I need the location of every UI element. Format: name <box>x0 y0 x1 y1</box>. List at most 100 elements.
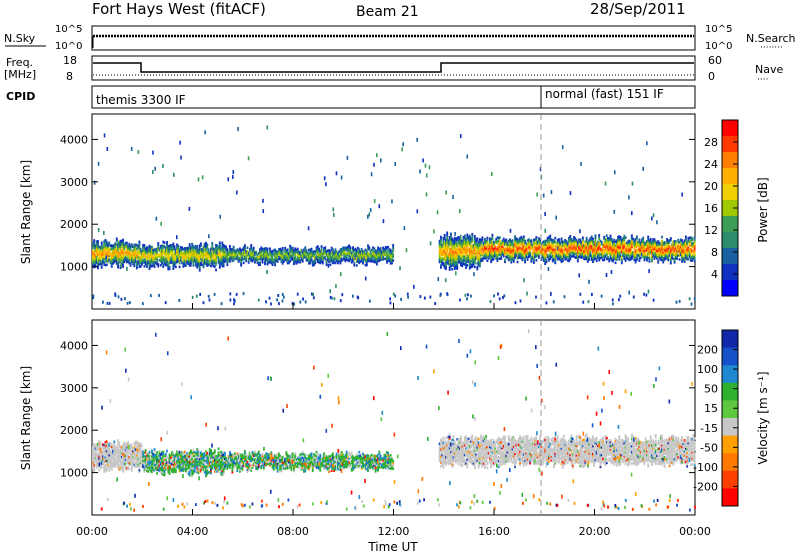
echo-cell <box>129 450 132 454</box>
echo-cell <box>143 244 146 247</box>
echo-cell <box>221 260 224 264</box>
echo-cell <box>460 262 462 265</box>
echo-cell <box>646 141 648 146</box>
echo-cell <box>531 247 534 251</box>
echo-cell <box>627 253 630 257</box>
echo-cell <box>309 248 312 251</box>
noise-tick-right-top: 10^5 <box>705 24 732 35</box>
echo-cell <box>147 455 150 458</box>
echo-cell <box>151 245 153 249</box>
echo-cell <box>132 249 135 252</box>
echo-cell <box>156 468 158 471</box>
echo-cell <box>174 248 177 252</box>
echo-cell <box>549 251 552 255</box>
echo-cell <box>501 243 504 246</box>
echo-cell <box>574 252 577 255</box>
echo-cell <box>127 467 130 471</box>
echo-cell <box>120 243 123 247</box>
echo-cell <box>94 454 97 458</box>
echo-cell <box>598 243 601 247</box>
echo-cell <box>607 238 609 242</box>
echo-cell <box>188 245 191 248</box>
echo-cell <box>120 449 123 453</box>
echo-cell <box>529 251 532 254</box>
echo-cell <box>112 248 114 252</box>
echo-cell <box>578 255 581 259</box>
echo-cell <box>102 253 104 256</box>
echo-cell <box>635 248 638 252</box>
echo-cell <box>373 162 375 167</box>
echo-cell <box>550 291 552 296</box>
echo-cell <box>122 238 125 242</box>
echo-cell <box>618 235 621 238</box>
echo-cell <box>305 249 308 252</box>
echo-cell <box>182 251 185 255</box>
echo-cell <box>320 254 323 258</box>
echo-cell <box>554 259 557 263</box>
echo-cell <box>455 243 457 246</box>
echo-cell <box>139 261 142 264</box>
echo-cell <box>98 255 101 258</box>
echo-cell <box>133 260 136 264</box>
echo-cell <box>458 236 461 239</box>
echo-cell <box>125 448 128 451</box>
echo-cell <box>232 245 235 249</box>
echo-cell <box>158 465 161 469</box>
echo-cell <box>139 450 142 453</box>
echo-cell <box>635 245 638 248</box>
echo-cell <box>590 237 593 240</box>
echo-cell <box>107 246 109 250</box>
echo-cell <box>643 251 646 254</box>
echo-cell <box>598 255 601 258</box>
echo-cell <box>216 244 219 247</box>
echo-cell <box>112 460 114 464</box>
echo-cell <box>316 252 319 256</box>
echo-cell <box>585 257 588 261</box>
echo-cell <box>634 253 637 256</box>
echo-cell <box>156 458 158 462</box>
echo-cell <box>654 247 657 251</box>
echo-cell <box>527 242 530 245</box>
echo-cell <box>232 258 235 262</box>
echo-cell <box>262 255 265 259</box>
echo-cell <box>607 257 609 261</box>
echo-cell <box>340 249 343 253</box>
echo-cell <box>137 453 140 457</box>
echo-cell <box>107 444 109 448</box>
echo-cell <box>250 255 253 258</box>
echo-cell <box>149 248 152 251</box>
echo-cell <box>172 257 175 261</box>
echo-cell <box>399 266 401 271</box>
echo-cell <box>669 239 672 242</box>
echo-cell <box>526 245 529 248</box>
echo-cell <box>308 260 310 263</box>
echo-cell <box>666 238 668 241</box>
echo-cell <box>669 246 672 250</box>
echo-cell <box>450 238 452 241</box>
echo-cell <box>112 464 114 468</box>
echo-cell <box>556 246 559 251</box>
echo-cell <box>339 299 342 303</box>
echo-cell <box>349 248 352 251</box>
echo-cell <box>149 456 152 460</box>
echo-cell <box>360 251 363 255</box>
echo-cell <box>456 246 459 249</box>
echo-cell <box>192 262 195 265</box>
echo-cell <box>120 255 123 258</box>
echo-cell <box>163 260 166 264</box>
echo-cell <box>480 252 483 255</box>
echo-cell <box>622 239 624 242</box>
echo-cell <box>115 260 118 263</box>
echo-cell <box>137 445 140 449</box>
echo-cell <box>605 253 608 257</box>
echo-cell <box>93 444 96 448</box>
echo-cell <box>245 257 248 261</box>
echo-cell <box>370 248 373 252</box>
echo-cell <box>240 252 243 256</box>
echo-cell <box>448 251 451 254</box>
echo-cell <box>534 249 537 253</box>
echo-cell <box>671 256 673 259</box>
echo-cell <box>684 252 687 256</box>
echo-cell <box>135 463 138 466</box>
echo-cell <box>425 173 428 178</box>
